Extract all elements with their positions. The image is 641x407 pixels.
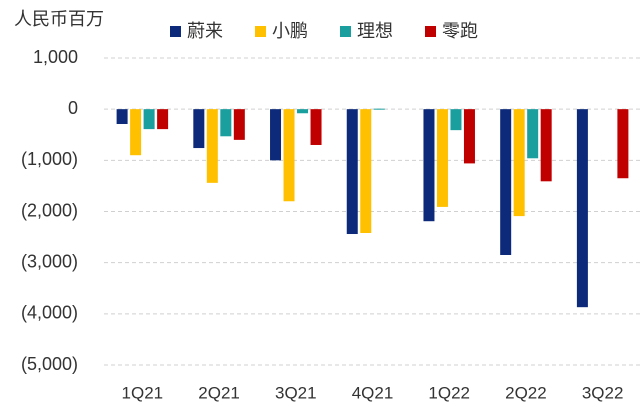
y-tick-label: (1,000) — [21, 149, 78, 169]
y-tick-label: 1,000 — [33, 47, 78, 67]
bar — [423, 109, 435, 222]
bar — [540, 109, 552, 182]
bar — [283, 109, 295, 202]
legend-swatch — [425, 26, 436, 37]
bar — [500, 109, 512, 255]
bar — [270, 109, 282, 161]
bar — [436, 109, 448, 207]
bar — [450, 109, 462, 131]
bar — [463, 109, 475, 164]
legend-swatch — [255, 26, 266, 37]
bar — [360, 109, 372, 233]
bar — [513, 109, 525, 217]
bar — [617, 109, 629, 179]
bar — [297, 109, 309, 114]
bar — [310, 109, 322, 145]
y-axis-label: 人民币百万 — [14, 9, 104, 29]
bar — [346, 109, 358, 235]
x-tick-label: 1Q21 — [122, 383, 164, 402]
x-tick-label: 1Q22 — [428, 383, 470, 402]
bar — [233, 109, 245, 140]
bar — [373, 108, 385, 110]
legend-swatch — [340, 26, 351, 37]
legend-label: 蔚来 — [187, 21, 223, 41]
x-tick-label: 4Q21 — [352, 383, 394, 402]
bar — [193, 109, 205, 149]
legend-label: 零跑 — [442, 21, 478, 41]
y-tick-label: (4,000) — [21, 303, 78, 323]
bar — [206, 109, 218, 183]
legend-swatch — [170, 26, 181, 37]
bar — [143, 109, 155, 130]
y-tick-label: (5,000) — [21, 354, 78, 374]
bar — [576, 109, 588, 308]
x-tick-label: 2Q21 — [198, 383, 240, 402]
y-tick-label: 0 — [68, 98, 78, 118]
x-tick-label: 3Q22 — [582, 383, 624, 402]
x-tick-label: 2Q22 — [505, 383, 547, 402]
bar — [116, 109, 128, 125]
y-tick-label: (2,000) — [21, 200, 78, 220]
bar — [130, 109, 142, 156]
legend-label: 小鹏 — [272, 21, 308, 41]
bar — [157, 109, 169, 130]
bar — [527, 109, 539, 159]
bar — [220, 109, 232, 137]
x-tick-label: 3Q21 — [275, 383, 317, 402]
y-tick-label: (3,000) — [21, 251, 78, 271]
legend-label: 理想 — [357, 21, 393, 41]
